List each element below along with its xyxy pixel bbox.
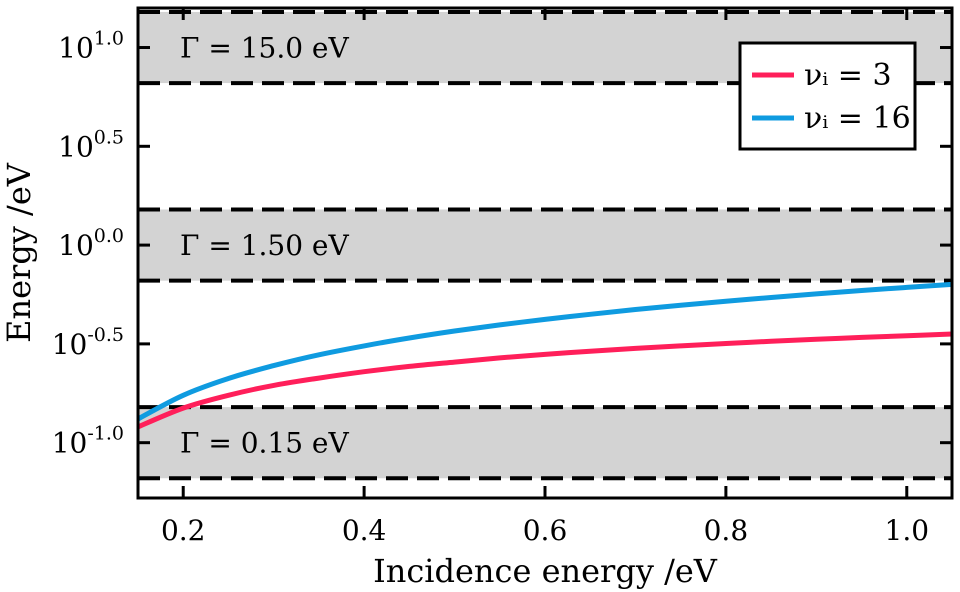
legend-label-nu16: νᵢ = 16: [804, 101, 911, 136]
band-1-label: Γ = 1.50 eV: [180, 229, 350, 262]
y-tick-label-exponent: 0.0: [94, 225, 124, 247]
y-tick-label-base: 10: [52, 328, 88, 361]
y-tick-label-2: 100.0: [58, 225, 124, 262]
series-line-0: [137, 331, 953, 430]
band-2: [138, 407, 952, 479]
y-tick-label-3: 10-0.5: [52, 324, 124, 361]
y-tick-label-0: 101.0: [58, 28, 124, 65]
y-tick-label-base: 10: [58, 229, 94, 262]
legend-box: [738, 41, 917, 151]
bands-layer: Γ = 15.0 eV Γ = 1.50 eV Γ = 0.15 eV: [138, 9, 952, 481]
y-tick-label-4: 10-1.0: [52, 423, 124, 460]
x-tick-label-4: 1.0: [885, 514, 930, 547]
x-tick-label-1: 0.4: [342, 514, 387, 547]
series-layer: [136, 281, 953, 430]
x-tick-label-0: 0.2: [161, 514, 206, 547]
band-1: [138, 209, 952, 281]
ticks-layer: 0.2 0.4 0.6 0.8 1.0101.0100.5100.010-0.510-1…: [52, 8, 952, 547]
y-axis-label: Energy /eV: [0, 162, 38, 343]
y-tick-label-exponent: 0.5: [94, 126, 124, 148]
band-2-label: Γ = 0.15 eV: [180, 427, 350, 460]
y-tick-label-exponent: 1.0: [94, 28, 124, 50]
x-tick-label-2: 0.6: [523, 514, 568, 547]
x-axis-label: Incidence energy /eV: [373, 552, 718, 590]
y-tick-label-base: 10: [58, 32, 94, 65]
y-tick-label-base: 10: [58, 130, 94, 163]
y-tick-label-1: 100.5: [58, 126, 124, 163]
band-0-label: Γ = 15.0 eV: [180, 32, 350, 65]
legend: νᵢ = 3 νᵢ = 16: [738, 41, 917, 151]
x-tick-label-3: 0.8: [704, 514, 749, 547]
y-tick-label-exponent: -0.5: [87, 324, 124, 346]
y-tick-label-base: 10: [52, 427, 88, 460]
legend-label-nu3: νᵢ = 3: [804, 58, 892, 93]
series-line-1: [136, 281, 953, 422]
y-tick-label-exponent: -1.0: [87, 423, 124, 445]
